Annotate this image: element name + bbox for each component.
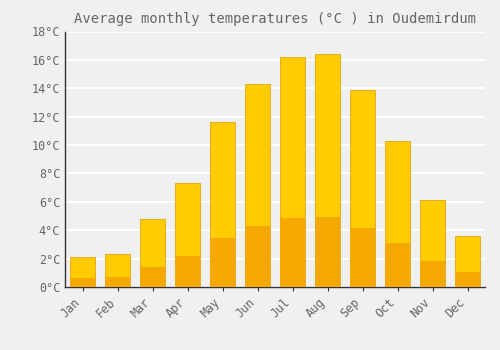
Bar	[140, 267, 165, 287]
Bar	[280, 218, 305, 287]
Bar	[176, 256, 200, 287]
Bar	[140, 219, 165, 287]
Bar	[316, 217, 340, 287]
Bar	[70, 257, 95, 287]
Bar	[210, 238, 235, 287]
Bar	[280, 57, 305, 287]
Bar	[70, 278, 95, 287]
Title: Average monthly temperatures (°C ) in Oudemirdum: Average monthly temperatures (°C ) in Ou…	[74, 12, 476, 26]
Bar	[245, 226, 270, 287]
Bar	[350, 228, 375, 287]
Bar	[245, 84, 270, 287]
Bar	[385, 141, 410, 287]
Bar	[420, 261, 445, 287]
Bar	[210, 122, 235, 287]
Bar	[176, 183, 200, 287]
Bar	[455, 272, 480, 287]
Bar	[350, 90, 375, 287]
Bar	[105, 254, 130, 287]
Bar	[316, 54, 340, 287]
Bar	[420, 201, 445, 287]
Bar	[105, 277, 130, 287]
Bar	[455, 236, 480, 287]
Bar	[385, 243, 410, 287]
